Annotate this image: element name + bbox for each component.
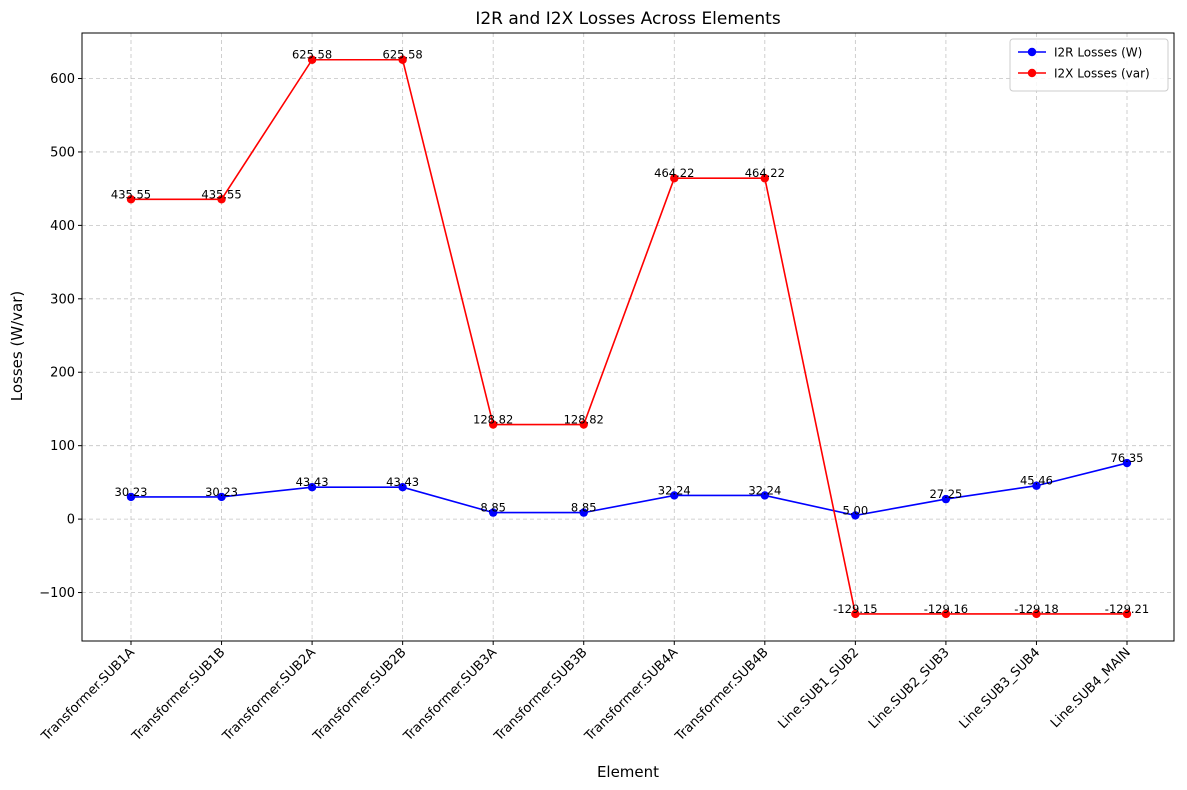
series-line: [131, 58, 1128, 615]
data-point: [851, 511, 860, 520]
data-point: [1032, 481, 1041, 490]
x-tick-label: Transformer.SUB4B: [672, 645, 772, 745]
legend-marker: [1027, 68, 1037, 78]
data-point: [488, 508, 498, 517]
legend: I2R Losses (W) I2X Losses (var): [1009, 38, 1169, 92]
x-tick-label: Transformer.SUB1A: [38, 645, 138, 745]
data-label: 464.22: [745, 166, 785, 180]
data-point: [670, 491, 679, 500]
y-tick-label: 300: [50, 292, 75, 307]
x-tick-label: Line.SUB4_MAIN: [1048, 645, 1134, 731]
legend-marker: [1027, 47, 1037, 57]
y-axis-label: Losses (W/var): [8, 291, 26, 402]
data-point: [1122, 609, 1132, 619]
data-point: [398, 55, 407, 64]
data-label: 625.58: [292, 48, 332, 62]
data-label: 625.58: [383, 48, 423, 62]
x-tick-label: Transformer.SUB4A: [582, 645, 682, 745]
legend-box: [1009, 38, 1169, 92]
data-label: 45.46: [1020, 474, 1053, 488]
plot-frame: [81, 32, 1175, 642]
data-point: [488, 420, 498, 429]
data-label: 43.43: [296, 475, 329, 489]
data-label: 128.82: [473, 413, 513, 427]
data-label: 464.22: [654, 166, 694, 180]
x-axis-label: Element: [597, 763, 659, 781]
data-label: 8.85: [480, 501, 506, 515]
data-point: [307, 483, 317, 492]
data-label: -129.21: [1105, 602, 1149, 616]
data-label: 32.24: [748, 483, 781, 497]
x-tick-label: Transformer.SUB3A: [400, 645, 500, 745]
data-point: [217, 195, 226, 204]
legend-label: I2X Losses (var): [1054, 67, 1150, 81]
data-label: -129.18: [1014, 602, 1058, 616]
data-label: 43.43: [386, 475, 419, 489]
data-label: 5.00: [843, 503, 869, 517]
series-layer: 30.23 30.23 43.43 43.43 8.85 8.85 32.24 32.24 5.…: [111, 48, 1149, 619]
data-label: 32.24: [658, 483, 691, 497]
x-tick-label: Transformer.SUB2A: [219, 645, 319, 745]
data-point: [307, 55, 317, 64]
data-label: -129.15: [833, 602, 877, 616]
data-label: 30.23: [205, 485, 238, 499]
series-line: [131, 462, 1128, 517]
x-axis: Transformer.SUB1ATransformer.SUB1BTransf…: [38, 641, 1134, 745]
x-tick-label: Line.SUB3_SUB4: [957, 645, 1044, 732]
data-label: 435.55: [201, 187, 241, 201]
y-tick-label: 400: [50, 219, 75, 234]
data-label: 27.25: [929, 487, 962, 501]
data-point: [1032, 609, 1041, 619]
series-2: 435.55 435.55 625.58 625.58 128.82 128.82 464.…: [111, 48, 1149, 619]
data-label: 435.55: [111, 187, 151, 201]
data-point: [579, 508, 588, 517]
y-tick-label: −100: [39, 586, 75, 601]
data-label: -129.16: [924, 602, 968, 616]
x-tick-label: Line.SUB2_SUB3: [866, 645, 953, 732]
data-point: [398, 483, 407, 492]
series-1: 30.23 30.23 43.43 43.43 8.85 8.85 32.24 32.24 5.…: [115, 451, 1144, 520]
legend-label: I2R Losses (W): [1054, 46, 1142, 60]
data-point: [1122, 458, 1132, 468]
x-tick-label: Transformer.SUB3B: [491, 645, 591, 745]
data-point: [760, 174, 770, 183]
y-tick-label: 0: [67, 513, 75, 528]
y-tick-label: 100: [50, 439, 75, 454]
data-point: [579, 420, 588, 429]
y-tick-label: 600: [50, 72, 75, 87]
data-label: 128.82: [564, 413, 604, 427]
data-point: [217, 492, 226, 502]
data-label: 30.23: [115, 485, 148, 499]
x-tick-label: Transformer.SUB2B: [310, 645, 410, 745]
data-point: [126, 195, 136, 204]
data-point: [760, 491, 770, 500]
x-tick-label: Transformer.SUB1B: [129, 645, 229, 745]
data-point: [851, 609, 860, 619]
y-axis: −100 0 100 200 300 400 500 600: [39, 72, 82, 601]
data-label: 8.85: [571, 501, 597, 515]
data-point: [941, 494, 951, 504]
data-point: [670, 174, 679, 183]
y-tick-label: 500: [50, 145, 75, 160]
chart-title: I2R and I2X Losses Across Elements: [475, 9, 781, 29]
x-tick-label: Line.SUB1_SUB2: [775, 645, 862, 732]
data-label: 76.35: [1111, 451, 1144, 465]
grid-layer: [82, 33, 1174, 641]
data-point: [941, 609, 951, 619]
data-point: [126, 492, 136, 502]
y-tick-label: 200: [50, 366, 75, 381]
